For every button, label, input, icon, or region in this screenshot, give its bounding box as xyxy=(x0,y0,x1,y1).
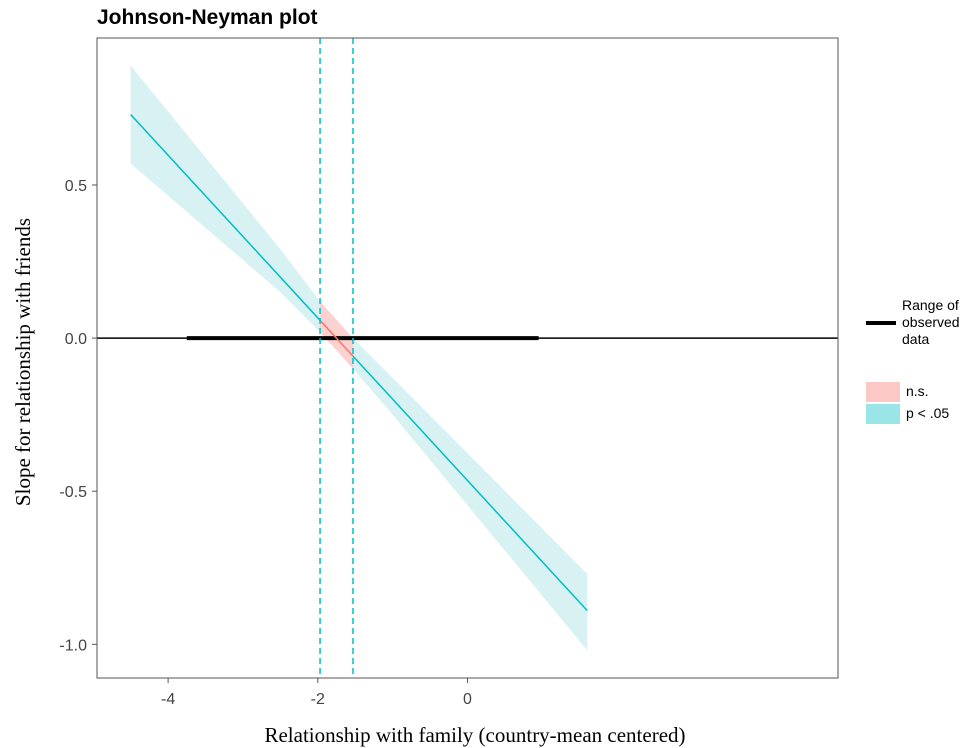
chart-title: Johnson-Neyman plot xyxy=(97,6,318,29)
x-tick-label: 0 xyxy=(463,691,472,708)
plot-area xyxy=(97,38,838,678)
x-tick-label: -4 xyxy=(161,691,175,708)
ci-band-significant-right xyxy=(353,338,588,651)
slope-line-significant-right xyxy=(352,355,588,612)
slope-line-not-significant xyxy=(319,319,354,357)
legend-range-label-line: data xyxy=(902,331,929,347)
legend-range-label-line: observed xyxy=(902,314,960,330)
legend-label: p < .05 xyxy=(906,405,949,421)
legend-label: n.s. xyxy=(906,383,929,399)
legend-range-label-line: Range of xyxy=(902,297,959,313)
ci-band-not-significant xyxy=(320,301,353,369)
axes: -4 -2 0 0.5 0.0 -0.5 -1.0 xyxy=(59,37,839,708)
x-axis-label: Relationship with family (country-mean c… xyxy=(264,723,685,747)
plot-content xyxy=(97,38,838,678)
y-tick-label: 0.0 xyxy=(65,331,87,348)
ci-band-significant-left xyxy=(130,65,320,332)
slope-line-significant-left xyxy=(130,114,321,321)
y-tick-label: -1.0 xyxy=(59,637,87,654)
legend-swatch xyxy=(866,404,900,424)
y-axis-label: Slope for relationship with friends xyxy=(11,218,35,506)
legend-swatch xyxy=(866,382,900,402)
panel-border xyxy=(96,37,839,679)
y-tick-label: 0.5 xyxy=(65,178,87,195)
y-tick-label: -0.5 xyxy=(59,484,87,501)
x-tick-label: -2 xyxy=(311,691,325,708)
